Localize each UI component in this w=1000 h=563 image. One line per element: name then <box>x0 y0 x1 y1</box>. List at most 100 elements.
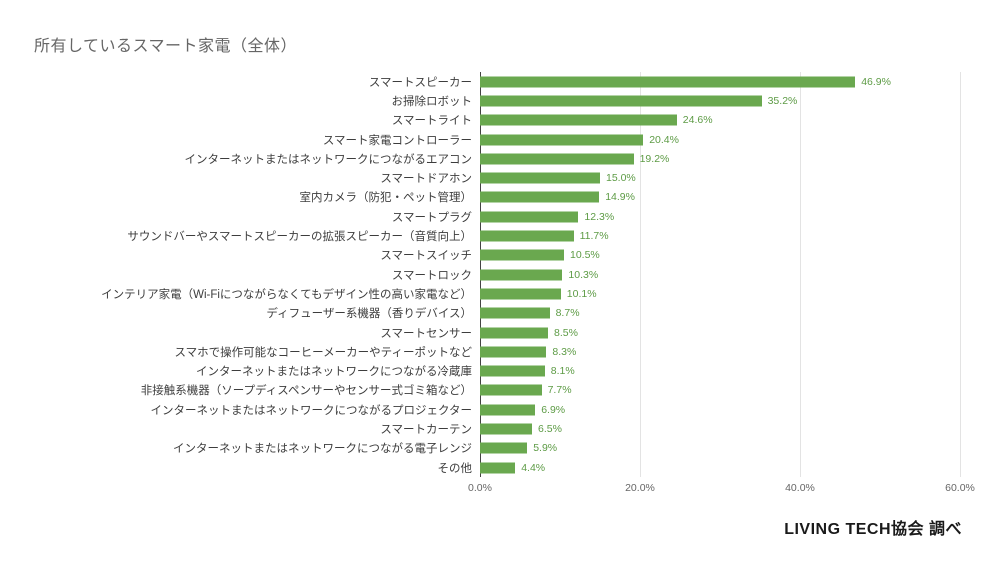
bar <box>480 172 600 184</box>
value-label: 4.4% <box>521 461 546 474</box>
value-label: 10.3% <box>568 268 599 281</box>
chart-row: インターネットまたはネットワークにつながる電子レンジ 5.9% <box>30 439 965 458</box>
category-label: スマホで操作可能なコーヒーメーカーやティーポットなど <box>174 346 472 359</box>
bar <box>480 269 563 281</box>
category-label: インターネットまたはネットワークにつながる冷蔵庫 <box>196 366 472 379</box>
category-label: 非接触系機器（ソープディスペンサーやセンサー式ゴミ箱など） <box>140 385 472 398</box>
bar <box>480 442 528 454</box>
plot-cell: 20.4% <box>480 130 960 149</box>
bar <box>480 384 542 396</box>
value-label: 46.9% <box>861 75 891 88</box>
chart-row: その他 4.4% <box>30 458 965 477</box>
plot-cell: 12.3% <box>480 207 960 226</box>
category-label: スマートプラグ <box>391 211 472 224</box>
value-label: 19.2% <box>639 152 670 165</box>
value-label: 24.6% <box>682 114 713 127</box>
bar <box>480 346 547 358</box>
bar <box>480 423 532 435</box>
bar <box>480 249 564 261</box>
plot-cell: 10.3% <box>480 265 960 284</box>
category-label: スマートセンサー <box>380 327 472 340</box>
plot-cell: 4.4% <box>480 458 960 477</box>
bar <box>480 211 579 223</box>
chart-row: インターネットまたはネットワークにつながるエアコン 19.2% <box>30 149 965 168</box>
category-label: インターネットまたはネットワークにつながるプロジェクター <box>150 404 472 417</box>
category-label: その他 <box>437 462 473 475</box>
chart-row: スマートライト 24.6% <box>30 111 965 130</box>
value-label: 10.5% <box>570 249 600 262</box>
chart-row: スマートドアホン 15.0% <box>30 168 965 187</box>
bar <box>480 134 644 146</box>
chart-row: スマートロック 10.3% <box>30 265 965 284</box>
plot-cell: 46.9% <box>480 72 960 91</box>
x-axis: 0.0% 20.0% 40.0% 60.0% <box>468 477 975 497</box>
chart-row: スマート家電コントローラー 20.4% <box>30 130 965 149</box>
plot-cell: 8.5% <box>480 323 960 342</box>
x-tick-label: 60.0% <box>945 482 975 495</box>
plot-cell: 8.7% <box>480 304 960 323</box>
chart-row: スマートセンサー 8.5% <box>30 323 965 342</box>
source-note: LIVING TECH協会 調べ <box>784 521 962 538</box>
value-label: 8.3% <box>552 345 577 358</box>
category-label: スマートドアホン <box>380 173 472 186</box>
x-tick-label: 0.0% <box>468 482 492 495</box>
value-label: 8.5% <box>554 326 578 339</box>
value-label: 35.2% <box>767 94 798 107</box>
bar <box>480 404 536 416</box>
chart-title: 所有しているスマート家電（全体） <box>34 38 298 55</box>
bar-rows: スマートスピーカー 46.9% お掃除ロボット 35.2% スマートライト 24.6% スマ… <box>30 72 965 477</box>
value-label: 15.0% <box>606 172 636 185</box>
category-label: お掃除ロボット <box>391 95 473 108</box>
chart-row: インターネットまたはネットワークにつながる冷蔵庫 8.1% <box>30 361 965 380</box>
category-label: インテリア家電（Wi-Fiにつながらなくてもデザイン性の高い家電など） <box>101 288 472 301</box>
chart-row: スマートスピーカー 46.9% <box>30 72 965 91</box>
bar <box>480 230 574 242</box>
value-label: 11.7% <box>579 230 609 243</box>
plot-cell: 6.5% <box>480 419 960 438</box>
category-label: スマートカーテン <box>380 423 472 436</box>
bar <box>480 76 856 88</box>
bar <box>480 114 677 126</box>
category-label: スマートロック <box>391 269 472 282</box>
value-label: 5.9% <box>533 442 558 455</box>
chart-row: お掃除ロボット 35.2% <box>30 91 965 110</box>
plot-cell: 24.6% <box>480 111 960 130</box>
value-label: 20.4% <box>649 133 679 146</box>
value-label: 8.7% <box>555 307 580 320</box>
x-tick-label: 20.0% <box>625 482 655 495</box>
category-label: インターネットまたはネットワークにつながる電子レンジ <box>173 443 472 456</box>
plot-cell: 11.7% <box>480 226 960 245</box>
bar <box>480 153 634 165</box>
category-label: ディフューザー系機器（香りデバイス） <box>266 308 472 321</box>
chart-row: スマホで操作可能なコーヒーメーカーやティーポットなど 8.3% <box>30 342 965 361</box>
x-tick-label: 40.0% <box>785 482 815 495</box>
plot-cell: 14.9% <box>480 188 960 207</box>
category-label: スマートライト <box>391 115 472 128</box>
plot-cell: 15.0% <box>480 168 960 187</box>
chart-row: 室内カメラ（防犯・ペット管理） 14.9% <box>30 188 965 207</box>
value-label: 7.7% <box>547 384 572 397</box>
plot-cell: 10.5% <box>480 246 960 265</box>
value-label: 14.9% <box>605 191 635 204</box>
category-label: サウンドバーやスマートスピーカーの拡張スピーカー（音質向上） <box>127 231 472 244</box>
chart-row: 非接触系機器（ソープディスペンサーやセンサー式ゴミ箱など） 7.7% <box>30 381 965 400</box>
category-label: スマート家電コントローラー <box>322 134 472 147</box>
category-label: インターネットまたはネットワークにつながるエアコン <box>184 153 473 166</box>
bar <box>480 307 550 319</box>
plot-cell: 5.9% <box>480 439 960 458</box>
category-label: スマートスピーカー <box>368 76 472 89</box>
value-label: 12.3% <box>584 210 615 223</box>
plot-area: スマートスピーカー 46.9% お掃除ロボット 35.2% スマートライト 24.6% スマ… <box>30 72 965 478</box>
bar <box>480 288 561 300</box>
chart-row: スマートプラグ 12.3% <box>30 207 965 226</box>
chart-row: サウンドバーやスマートスピーカーの拡張スピーカー（音質向上） 11.7% <box>30 226 965 245</box>
bar <box>480 95 762 107</box>
bar <box>480 365 545 377</box>
plot-cell: 35.2% <box>480 91 960 110</box>
plot-cell: 19.2% <box>480 149 960 168</box>
plot-cell: 8.3% <box>480 342 960 361</box>
plot-cell: 7.7% <box>480 381 960 400</box>
bar <box>480 327 548 338</box>
plot-cell: 6.9% <box>480 400 960 419</box>
